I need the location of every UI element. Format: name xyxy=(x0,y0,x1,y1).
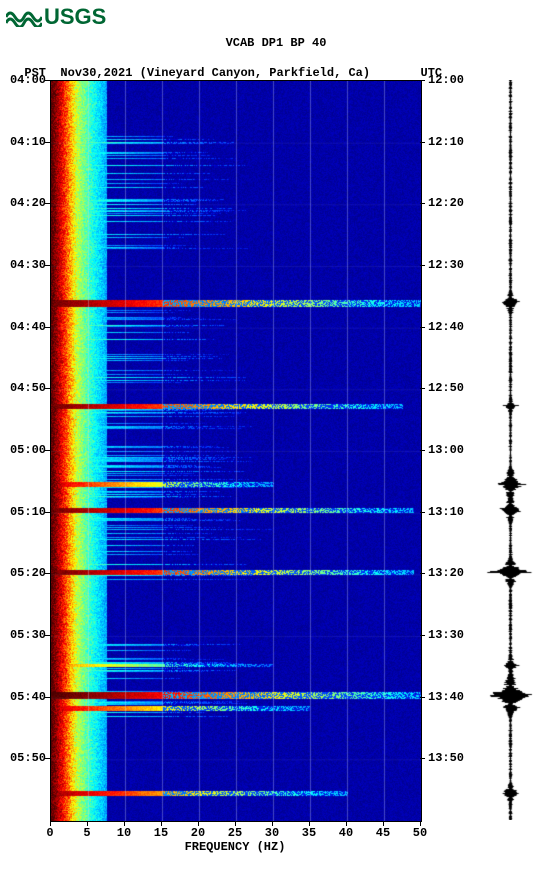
ytick-right-label: 12:40 xyxy=(428,320,464,334)
waveform-canvas xyxy=(480,80,540,820)
ytick-left-label: 04:00 xyxy=(6,73,46,87)
xtick-label: 45 xyxy=(376,826,390,840)
xtick-label: 25 xyxy=(228,826,242,840)
xtick-label: 30 xyxy=(265,826,279,840)
ytick-right-label: 12:50 xyxy=(428,381,464,395)
usgs-logo: USGS xyxy=(6,4,106,30)
xtick-label: 5 xyxy=(83,826,90,840)
xtick-label: 50 xyxy=(413,826,427,840)
ytick-left-label: 05:20 xyxy=(6,566,46,580)
spectrogram-canvas xyxy=(51,81,421,821)
ytick-right-label: 12:30 xyxy=(428,258,464,272)
ytick-left-label: 04:30 xyxy=(6,258,46,272)
usgs-wave-icon xyxy=(6,7,42,27)
ytick-left-label: 05:40 xyxy=(6,690,46,704)
ytick-left-label: 04:40 xyxy=(6,320,46,334)
ytick-right-label: 12:20 xyxy=(428,196,464,210)
ytick-right-label: 13:30 xyxy=(428,628,464,642)
spectrogram-plot xyxy=(50,80,422,822)
xtick-label: 15 xyxy=(154,826,168,840)
ytick-left-label: 05:00 xyxy=(6,443,46,457)
xtick-label: 10 xyxy=(117,826,131,840)
ytick-right-label: 13:50 xyxy=(428,751,464,765)
ytick-left-label: 05:50 xyxy=(6,751,46,765)
ytick-right-label: 13:40 xyxy=(428,690,464,704)
ytick-left-label: 05:30 xyxy=(6,628,46,642)
ytick-right-label: 13:10 xyxy=(428,505,464,519)
xtick-label: 40 xyxy=(339,826,353,840)
xtick-label: 20 xyxy=(191,826,205,840)
ytick-right-label: 13:20 xyxy=(428,566,464,580)
ytick-left-label: 05:10 xyxy=(6,505,46,519)
date-location-label: Nov30,2021 (Vineyard Canyon, Parkfield, … xyxy=(60,66,370,80)
xtick-label: 35 xyxy=(302,826,316,840)
waveform-plot xyxy=(480,80,540,820)
usgs-logo-text: USGS xyxy=(44,4,106,30)
ytick-left-label: 04:20 xyxy=(6,196,46,210)
ytick-right-label: 12:10 xyxy=(428,135,464,149)
ytick-right-label: 13:00 xyxy=(428,443,464,457)
ytick-left-label: 04:10 xyxy=(6,135,46,149)
ytick-right-label: 12:00 xyxy=(428,73,464,87)
chart-title: VCAB DP1 BP 40 xyxy=(0,36,552,50)
xtick-label: 0 xyxy=(46,826,53,840)
ytick-left-label: 04:50 xyxy=(6,381,46,395)
x-axis-label: FREQUENCY (HZ) xyxy=(50,840,420,854)
